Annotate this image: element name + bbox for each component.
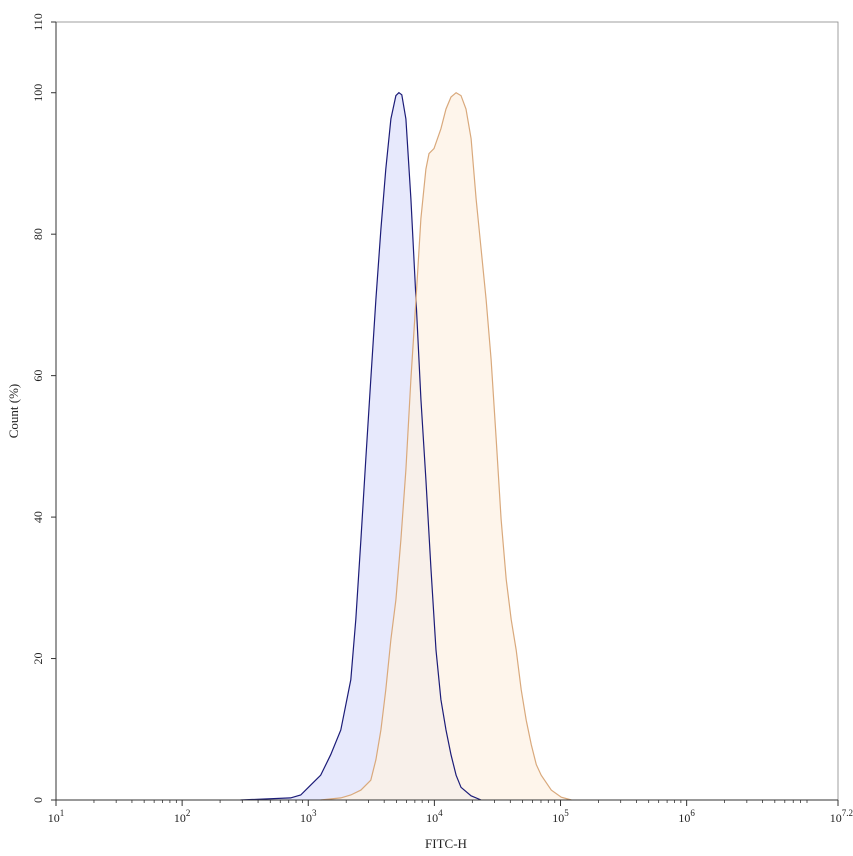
y-tick-label: 110	[31, 13, 45, 31]
series-2-line	[320, 91, 572, 801]
y-tick-label: 100	[31, 84, 45, 102]
y-tick-label: 20	[31, 653, 45, 665]
series-2-fill	[320, 92, 572, 800]
x-tick-label: 107.2	[830, 808, 853, 825]
x-tick-label: 102	[174, 808, 191, 825]
y-tick-label: 40	[31, 511, 45, 523]
series-1-line	[240, 91, 482, 801]
x-tick-label: 105	[552, 808, 569, 825]
y-axis: 0 20 40 60 80 100 110	[31, 13, 57, 803]
series-layer	[240, 91, 572, 801]
y-tick-label: 60	[31, 370, 45, 382]
x-tick-label: 104	[426, 808, 443, 825]
y-tick-label: 0	[31, 797, 45, 803]
x-axis-title: FITC-H	[425, 836, 467, 851]
x-tick-label: 106	[678, 808, 695, 825]
x-tick-label: 101	[48, 808, 65, 825]
y-axis-title: Count (%)	[6, 384, 21, 439]
x-tick-label: 103	[300, 808, 317, 825]
y-tick-label: 80	[31, 228, 45, 240]
x-axis: 101 102 103 104 105 106 107.2	[48, 799, 853, 825]
